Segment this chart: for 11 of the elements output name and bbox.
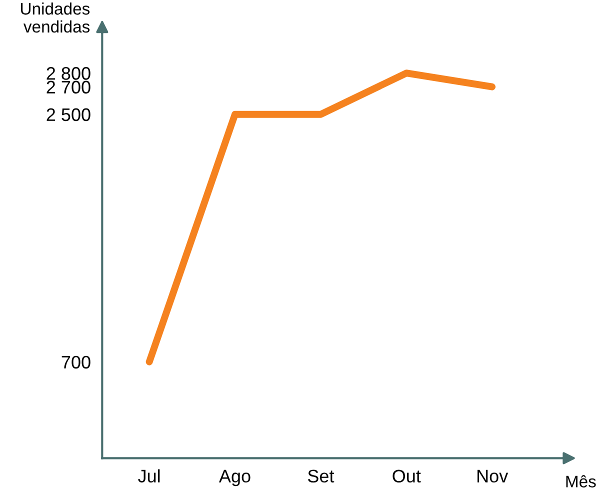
y-tick-label: 2 700: [46, 80, 90, 94]
x-axis-title: Mês: [566, 475, 596, 488]
x-tick-label: Set: [308, 470, 334, 483]
y-tick-label: 2 500: [46, 108, 90, 122]
y-tick-label: 2 800: [46, 67, 90, 80]
x-tick-label: Jul: [138, 469, 160, 483]
y-axis-title: Unidades vendidas: [21, 2, 90, 33]
x-tick-label: Nov: [478, 470, 508, 483]
x-tick-label: Out: [392, 470, 421, 483]
y-tick-label: 700: [62, 356, 90, 369]
x-tick-label: Ago: [218, 470, 250, 486]
